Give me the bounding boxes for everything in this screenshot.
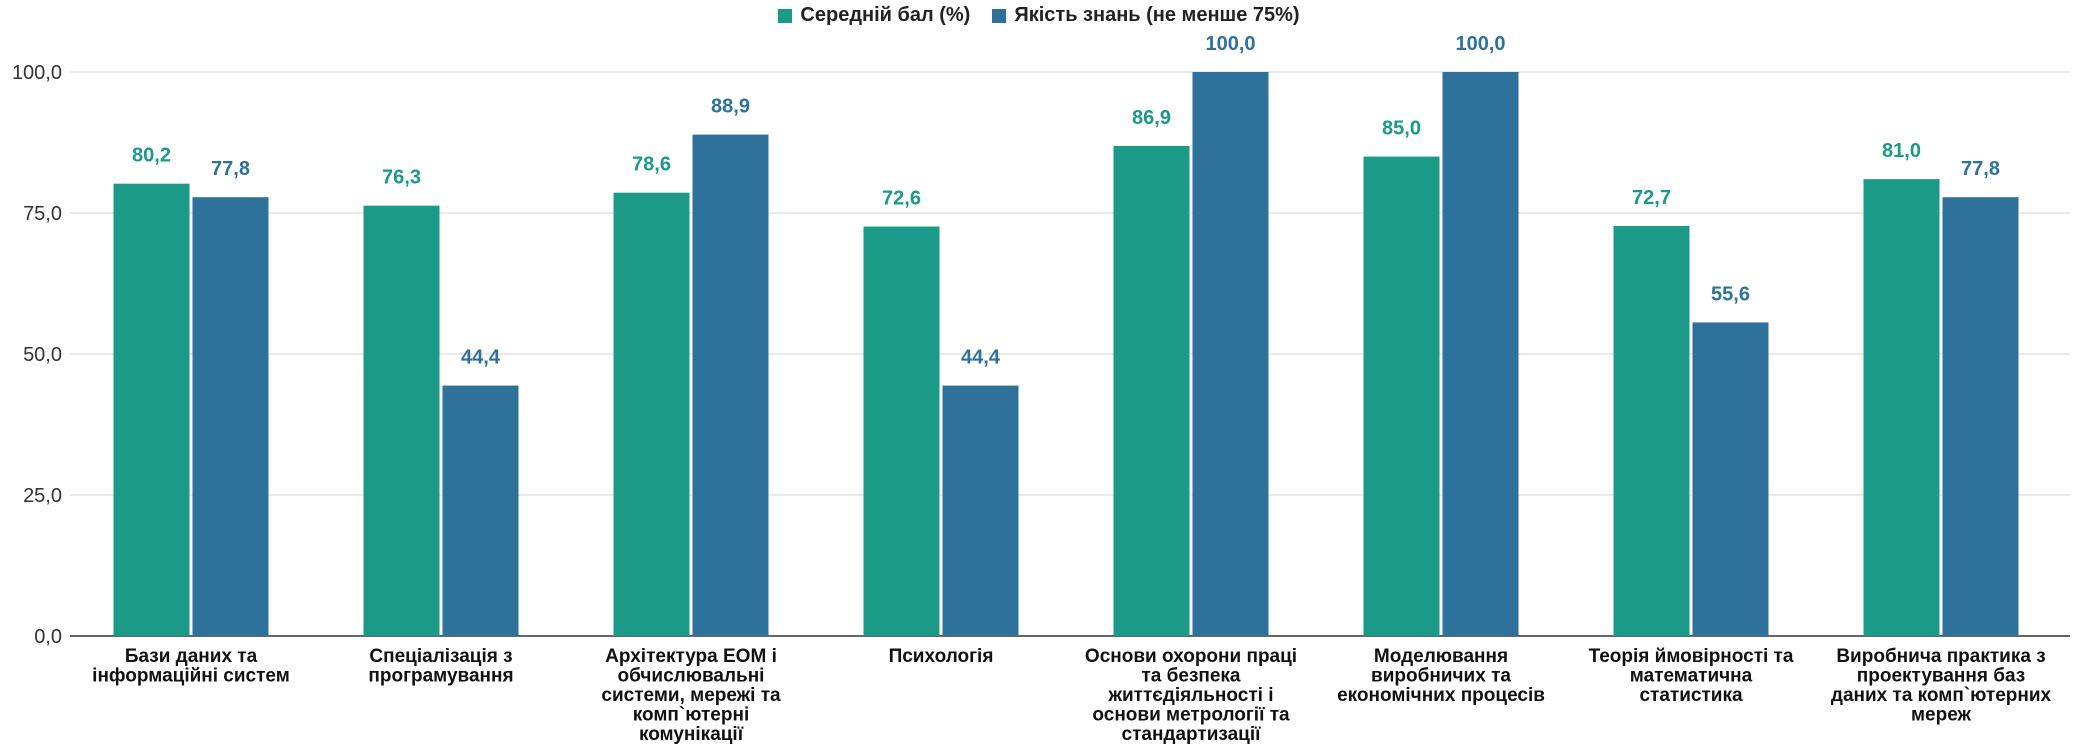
- bar-quality: [442, 385, 519, 636]
- x-category-label: Архітектура ЕОМ і обчислювальні системи, м…: [601, 646, 781, 745]
- bar-average: [1363, 156, 1440, 636]
- bar-average: [113, 183, 190, 636]
- x-category-label-line: та безпека: [1141, 666, 1240, 687]
- y-tick-label: 0,0: [34, 626, 62, 648]
- y-tick-label: 75,0: [23, 203, 62, 225]
- bar-quality: [1942, 197, 2019, 636]
- x-category-label-line: математична: [1630, 666, 1753, 687]
- bar-average: [1863, 179, 1940, 636]
- data-label-average: 72,7: [1632, 187, 1671, 209]
- data-label-average: 72,6: [882, 188, 921, 210]
- x-category-label-line: Психологія: [889, 646, 994, 667]
- x-category-label-line: інформаційні систем: [92, 666, 290, 687]
- x-category-label-line: системи, мережі та: [601, 685, 781, 706]
- data-label-average: 86,9: [1132, 107, 1171, 129]
- x-category-label-line: виробничих та: [1371, 666, 1511, 687]
- x-category-label: Психологія: [889, 646, 994, 667]
- data-label-average: 80,2: [132, 145, 171, 167]
- x-category-label-line: Моделювання: [1374, 646, 1508, 667]
- bar-average: [863, 226, 940, 636]
- y-tick-label: 25,0: [23, 485, 62, 507]
- x-category-label-line: стандартизації: [1122, 724, 1262, 745]
- x-category-label-line: Теорія ймовірності та: [1589, 646, 1794, 667]
- data-label-average: 85,0: [1382, 118, 1421, 140]
- x-category-label: Виробнича практика з проектування баз дани…: [1831, 646, 2052, 726]
- x-category-label-line: комунікації: [639, 724, 744, 745]
- y-tick-label: 50,0: [23, 344, 62, 366]
- bars: [113, 72, 2019, 637]
- x-category-label: Основи охорони праці та безпека життєдіяль…: [1085, 646, 1297, 745]
- x-category-label: Моделювання виробничих та економічних проц…: [1337, 646, 1545, 706]
- bar-quality: [942, 385, 1019, 636]
- data-label-average: 76,3: [382, 167, 421, 189]
- bar-average: [1113, 145, 1190, 636]
- x-category-label-line: статистика: [1639, 685, 1742, 706]
- data-label-quality: 88,9: [711, 96, 750, 118]
- data-label-average: 78,6: [632, 154, 671, 176]
- bar-quality: [1692, 322, 1769, 636]
- legend: Середній бал (%) Якість знань (не менше …: [0, 4, 2078, 27]
- data-label-quality: 55,6: [1711, 283, 1750, 305]
- x-category-label-line: економічних процесів: [1337, 685, 1545, 706]
- bar-average: [363, 205, 440, 636]
- legend-swatch-quality: [992, 8, 1007, 23]
- data-label-average: 81,0: [1882, 140, 1921, 162]
- x-category-label-line: даних та комп`ютерних: [1831, 685, 2052, 706]
- x-category-label-line: проектування баз: [1857, 666, 2025, 687]
- x-category-label: Бази даних та інформаційні систем: [92, 646, 290, 687]
- x-category-label-line: основи метрології та: [1092, 705, 1290, 726]
- data-label-quality: 100,0: [1205, 33, 1255, 55]
- data-labels: 80,2 77,8 76,3 44,4 78,6 88,9 72,6 44,4 86,9 100,…: [132, 33, 2000, 369]
- x-axis-labels: Бази даних та інформаційні систем Спеціалі…: [92, 646, 2051, 745]
- data-label-quality: 44,4: [961, 347, 1001, 369]
- bar-quality: [692, 134, 769, 636]
- bar-quality: [1192, 72, 1269, 636]
- legend-item-quality: Якість знань (не менше 75%): [992, 4, 1300, 27]
- x-category-label-line: Основи охорони праці: [1085, 646, 1297, 667]
- y-axis-ticks: 0,0 25,0 50,0 75,0 100,0: [12, 62, 62, 648]
- bar-quality: [1442, 72, 1519, 636]
- x-category-label-line: комп`ютерні: [633, 705, 749, 726]
- legend-label-quality: Якість знань (не менше 75%): [1014, 4, 1300, 26]
- x-category-label-line: Архітектура ЕОМ і: [605, 646, 777, 667]
- legend-swatch-average: [778, 8, 793, 23]
- data-label-quality: 77,8: [1961, 158, 2000, 180]
- x-category-label-line: обчислювальні: [618, 666, 765, 687]
- x-category-label: Спеціалізація з програмування: [368, 646, 513, 687]
- data-label-quality: 44,4: [461, 347, 501, 369]
- x-category-label: Теорія ймовірності та математична статисти…: [1589, 646, 1794, 706]
- legend-item-average: Середній бал (%): [778, 4, 970, 27]
- data-label-quality: 100,0: [1455, 33, 1505, 55]
- x-category-label-line: життєдіяльності і: [1108, 685, 1274, 706]
- x-category-label-line: мереж: [1911, 705, 1972, 726]
- x-category-label-line: Бази даних та: [125, 646, 258, 667]
- bar-average: [613, 192, 690, 637]
- bar-quality: [192, 197, 269, 636]
- x-category-label-line: Спеціалізація з: [369, 646, 512, 667]
- data-label-quality: 77,8: [211, 158, 250, 180]
- bar-average: [1613, 225, 1690, 637]
- y-tick-label: 100,0: [12, 62, 62, 84]
- x-category-label-line: Виробнича практика з: [1836, 646, 2045, 667]
- x-category-label-line: програмування: [368, 666, 513, 687]
- legend-label-average: Середній бал (%): [800, 4, 971, 26]
